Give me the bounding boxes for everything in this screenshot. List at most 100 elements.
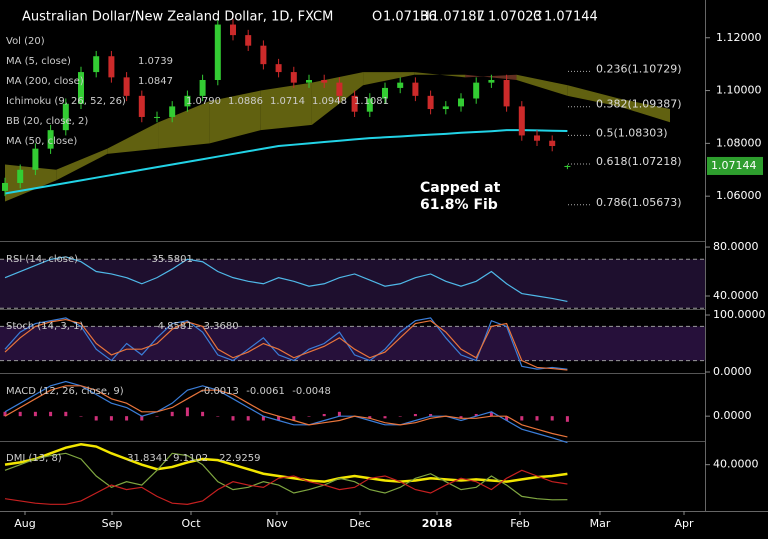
indicator-name: BB (20, close, 2) (6, 116, 88, 127)
candle-body (184, 95, 191, 107)
candle-body (78, 72, 84, 104)
candle-body (518, 106, 525, 136)
candle-body (351, 95, 358, 112)
x-tick-label: Sep (102, 517, 123, 530)
histogram-bar (383, 416, 387, 419)
histogram-bar (261, 416, 265, 421)
histogram-bar (368, 416, 372, 419)
candle-body (564, 165, 571, 167)
histogram-bar (398, 416, 402, 417)
indicator-line (4, 452, 568, 501)
candle-body (17, 169, 24, 183)
x-tick-label: Dec (349, 517, 370, 530)
candle-body (458, 98, 464, 107)
histogram-bar (94, 416, 98, 421)
indicator-value: 1.1081 (354, 96, 389, 107)
candle-body (275, 64, 282, 73)
y-tick-label: 40.0000 (713, 289, 759, 302)
y-tick-label: 100.0000 (713, 308, 766, 321)
histogram-bar (535, 416, 539, 421)
legend-value: 31.8341 (127, 453, 168, 464)
histogram-bar (337, 411, 341, 417)
histogram-bar (322, 414, 326, 417)
y-tick-label: 1.12000 (716, 31, 762, 44)
panel-title: MACD (12, 26, close, 9) (6, 386, 124, 397)
candle-body (427, 95, 434, 110)
histogram-bar (474, 414, 478, 417)
candle-body (169, 106, 176, 117)
x-tick-label: Nov (266, 517, 288, 530)
histogram-bar (505, 416, 509, 421)
x-tick-label: Aug (14, 517, 35, 530)
histogram-bar (79, 416, 83, 417)
indicator-value: 1.0714 (270, 96, 305, 107)
legend-value: 4.8581 (158, 321, 193, 332)
band-fill (0, 259, 705, 309)
annotation: 61.8% Fib (420, 197, 498, 213)
indicator-line (4, 380, 568, 444)
y-tick-label: 0.0000 (713, 409, 752, 422)
candle-body (2, 182, 8, 191)
indicator-line (4, 256, 568, 303)
histogram-bar (246, 416, 250, 421)
indicator-line (4, 385, 568, 438)
candle-body (473, 82, 480, 99)
histogram-bar (155, 416, 159, 417)
ichimoku-cloud (414, 72, 466, 78)
fib-label: 0.786(1.05673) (596, 196, 682, 209)
legend-value: -0.0048 (292, 386, 331, 397)
fib-label: 0.382(1.09387) (596, 98, 682, 111)
indicator-line (4, 469, 568, 505)
fib-label: 0.618(1.07218) (596, 155, 682, 168)
histogram-bar (125, 416, 129, 421)
x-tick-label: 2018 (422, 517, 453, 530)
ichimoku-cloud (465, 74, 517, 80)
histogram-bar (565, 416, 569, 422)
candle-body (503, 80, 510, 107)
candle-body (47, 130, 54, 149)
histogram-bar (520, 416, 524, 421)
indicator-name: Ichimoku (9, 26, 52, 26) (6, 96, 126, 107)
candle-body (93, 56, 100, 73)
annotation: Capped at (420, 180, 501, 196)
ohlc-value: 1.07023 (488, 10, 542, 25)
candle-body (62, 103, 69, 131)
candle-body (108, 56, 115, 78)
ichimoku-cloud (56, 148, 108, 181)
legend-value: 3.3680 (204, 321, 239, 332)
candle-body (442, 106, 449, 110)
panel-title: DMI (13, 8) (6, 453, 62, 464)
ichimoku-cloud (209, 90, 261, 144)
histogram-bar (64, 411, 68, 417)
histogram-bar (18, 411, 22, 417)
histogram-bar (231, 416, 235, 421)
ichimoku-cloud (516, 74, 568, 96)
candle-body (336, 82, 343, 96)
candle-body (245, 35, 252, 46)
ma200-line (4, 129, 568, 195)
indicator-name: Vol (20) (6, 36, 45, 47)
candle-body (154, 116, 160, 118)
histogram-bar (277, 416, 281, 421)
fib-label: 0.5(1.08303) (596, 126, 668, 139)
chart-title: Australian Dollar/New Zealand Dollar, 1D… (22, 10, 333, 25)
histogram-bar (49, 411, 53, 417)
panel-title: RSI (14, close) (6, 254, 78, 265)
candle-body (199, 80, 206, 96)
ichimoku-cloud (107, 122, 159, 154)
indicator-name: MA (50, close) (6, 136, 77, 147)
legend-value: -0.0013 (200, 386, 239, 397)
candle-body (321, 80, 328, 83)
x-tick-label: Oct (181, 517, 201, 530)
candle-body (260, 45, 267, 65)
ohlc-key: C (533, 10, 542, 25)
ichimoku-cloud (158, 101, 210, 149)
last-price-label: 1.07144 (711, 159, 757, 172)
histogram-bar (413, 414, 417, 417)
ichimoku-cloud (260, 82, 312, 131)
histogram-bar (292, 416, 296, 421)
histogram-bar (33, 411, 37, 417)
panel-title: Stoch (14, 3, 1) (6, 321, 83, 332)
histogram-bar (201, 411, 205, 417)
histogram-bar (185, 407, 189, 417)
